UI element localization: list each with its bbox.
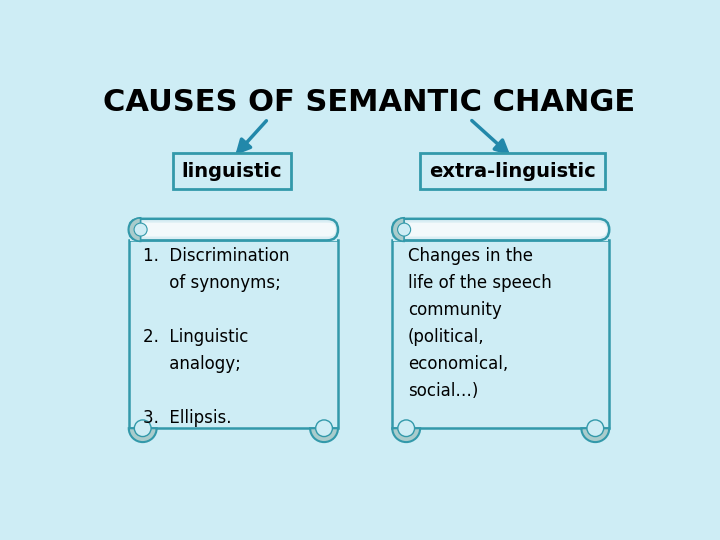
Text: 1.  Discrimination
     of synonyms;

2.  Linguistic
     analogy;

3.  Ellipsis: 1. Discrimination of synonyms; 2. Lingui… <box>143 247 289 427</box>
Wedge shape <box>581 428 609 442</box>
Circle shape <box>398 420 415 436</box>
FancyBboxPatch shape <box>392 219 609 240</box>
Wedge shape <box>129 218 140 241</box>
FancyBboxPatch shape <box>129 219 338 240</box>
Wedge shape <box>129 428 157 442</box>
Wedge shape <box>310 428 338 442</box>
Text: Changes in the
life of the speech
community
(political,
economical,
social…): Changes in the life of the speech commun… <box>408 247 552 400</box>
Text: extra-linguistic: extra-linguistic <box>429 161 595 180</box>
FancyBboxPatch shape <box>129 240 338 428</box>
Circle shape <box>134 223 147 236</box>
FancyBboxPatch shape <box>392 240 609 428</box>
Text: CAUSES OF SEMANTIC CHANGE: CAUSES OF SEMANTIC CHANGE <box>103 88 635 117</box>
FancyBboxPatch shape <box>130 238 337 241</box>
FancyBboxPatch shape <box>131 222 336 237</box>
Wedge shape <box>392 218 404 241</box>
FancyBboxPatch shape <box>395 222 607 237</box>
Circle shape <box>315 420 333 436</box>
Circle shape <box>397 223 410 236</box>
Circle shape <box>135 420 151 436</box>
Wedge shape <box>392 428 420 442</box>
FancyBboxPatch shape <box>393 238 608 241</box>
Text: linguistic: linguistic <box>181 161 282 180</box>
Circle shape <box>587 420 603 436</box>
